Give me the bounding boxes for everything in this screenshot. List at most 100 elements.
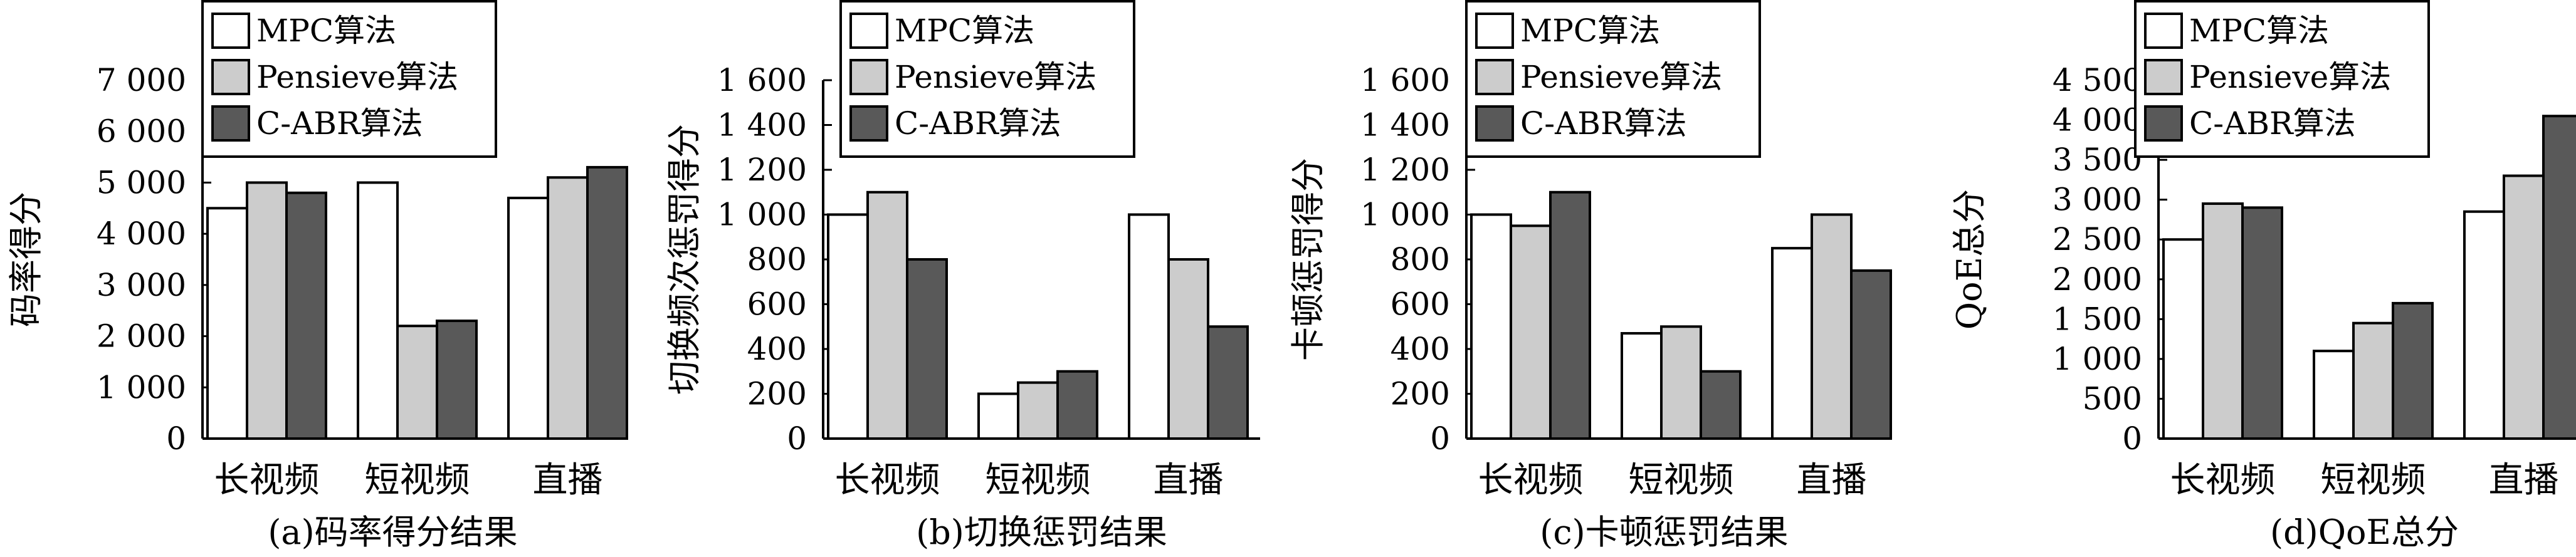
y-tick-label: 1 200 — [717, 152, 807, 188]
chart-caption: (b)切换惩罚结果 — [916, 513, 1167, 552]
bar-pensieve — [1510, 224, 1552, 440]
y-tick-label: 800 — [1391, 241, 1450, 278]
y-tick-label: 200 — [1391, 376, 1450, 412]
legend: MPC算法 Pensieve算法 C-ABR算法 — [839, 0, 1135, 158]
chart-panel-2: 0 200 400 600 800 1 000 1 200 1 400 1 600 卡顿惩罚得分长… — [1288, 0, 1892, 552]
y-tick-label: 1 600 — [717, 62, 807, 98]
legend-swatch-mpc — [2144, 13, 2183, 49]
legend-swatch-mpc — [849, 13, 888, 49]
legend-swatch-mpc — [211, 13, 250, 49]
legend-label: MPC算法 — [1520, 13, 1660, 49]
bar-mpc — [2162, 238, 2204, 440]
y-tick-label: 0 — [1430, 420, 1450, 457]
bar-pensieve — [1017, 381, 1059, 440]
y-axis-title: 卡顿惩罚得分 — [1288, 158, 1328, 361]
chart-panel-0: 0 1 000 2 000 3 000 4 000 5 000 6 000 7 000 码率得分… — [6, 0, 628, 552]
legend-label: C-ABR算法 — [256, 105, 423, 142]
x-category-label: 长视频 — [2170, 460, 2276, 501]
x-category-label: 长视频 — [1478, 460, 1584, 501]
bar-mpc — [2463, 210, 2505, 440]
legend-label: Pensieve算法 — [895, 59, 1096, 95]
x-category-label: 长视频 — [835, 460, 940, 501]
bar-cabr — [586, 165, 628, 440]
bar-mpc — [1470, 213, 1512, 440]
y-tick-label: 1 000 — [717, 197, 807, 233]
y-tick-label: 1 000 — [97, 369, 186, 405]
bar-mpc — [2313, 350, 2355, 440]
y-axis-title: 码率得分 — [6, 192, 46, 327]
bar-cabr — [1207, 325, 1249, 440]
bar-mpc — [507, 196, 549, 440]
legend-swatch-pensieve — [2144, 59, 2183, 95]
y-tick-label: 800 — [747, 241, 807, 278]
x-category-label: 短视频 — [365, 460, 470, 501]
legend-box — [201, 0, 497, 158]
legend: MPC算法 Pensieve算法 C-ABR算法 — [1465, 0, 1761, 158]
x-category-label: 直播 — [2489, 460, 2559, 501]
chart-caption: (c)卡顿惩罚结果 — [1540, 513, 1788, 552]
y-tick-label: 1 600 — [1360, 62, 1450, 98]
y-axis-title: 切换频次惩罚得分 — [665, 124, 704, 395]
legend-swatch-cabr — [2144, 105, 2183, 142]
legend-label: Pensieve算法 — [2189, 59, 2391, 95]
y-tick-label: 0 — [166, 420, 186, 457]
legend: MPC算法 Pensieve算法 C-ABR算法 — [201, 0, 497, 158]
y-tick-label: 2 000 — [97, 318, 186, 355]
y-tick-label: 7 000 — [97, 62, 186, 98]
bar-pensieve — [246, 181, 288, 440]
bar-pensieve — [2352, 321, 2394, 440]
x-category-label: 短视频 — [986, 460, 1091, 501]
x-category-label: 直播 — [1797, 460, 1867, 501]
legend-box — [2134, 0, 2430, 158]
bar-pensieve — [866, 190, 908, 440]
y-tick-label: 2 000 — [2053, 261, 2142, 298]
x-category-label: 直播 — [533, 460, 603, 501]
y-tick-label: 600 — [747, 286, 807, 323]
bar-mpc — [977, 392, 1019, 440]
bar-cabr — [2392, 301, 2434, 440]
legend-swatch-cabr — [211, 105, 250, 142]
bar-mpc — [1128, 213, 1170, 440]
legend-box — [839, 0, 1135, 158]
bar-mpc — [206, 207, 248, 440]
chart-caption: (a)码率得分结果 — [268, 513, 517, 552]
x-category-label: 长视频 — [214, 460, 320, 501]
bar-cabr — [285, 191, 327, 440]
bar-pensieve — [396, 325, 438, 440]
y-tick-label: 1 400 — [1360, 107, 1450, 143]
chart-panel-1: 0 200 400 600 800 1 000 1 200 1 400 1 600 切换频次惩罚得… — [665, 0, 1260, 552]
bar-cabr — [1700, 370, 1742, 440]
legend-swatch-pensieve — [211, 59, 250, 95]
y-tick-label: 1 400 — [717, 107, 807, 143]
legend-label: Pensieve算法 — [1520, 59, 1722, 95]
bar-cabr — [436, 320, 478, 440]
y-axis-title: QoE总分 — [1950, 189, 1989, 330]
bar-pensieve — [1811, 213, 1853, 440]
y-tick-label: 6 000 — [97, 113, 186, 150]
y-tick-label: 4 500 — [2053, 62, 2142, 98]
y-tick-label: 4 000 — [97, 216, 186, 252]
y-tick-label: 5 000 — [97, 164, 186, 200]
bar-mpc — [827, 213, 869, 440]
bar-pensieve — [547, 176, 589, 440]
legend-swatch-pensieve — [849, 59, 888, 95]
y-tick-label: 400 — [747, 331, 807, 367]
y-tick-label: 0 — [787, 420, 807, 457]
y-tick-label: 500 — [2083, 380, 2142, 417]
legend-label: C-ABR算法 — [2189, 105, 2356, 142]
bar-pensieve — [2202, 202, 2244, 440]
bar-cabr — [1549, 190, 1591, 440]
x-category-label: 短视频 — [1629, 460, 1734, 501]
bar-cabr — [906, 258, 948, 440]
legend-swatch-pensieve — [1475, 59, 1514, 95]
bar-pensieve — [2503, 174, 2545, 440]
y-tick-label: 600 — [1391, 286, 1450, 323]
legend-label: MPC算法 — [256, 13, 396, 49]
bar-cabr — [2241, 206, 2283, 440]
y-tick-label: 1 200 — [1360, 152, 1450, 188]
legend-label: Pensieve算法 — [256, 59, 458, 95]
chart-caption: (d)QoE总分 — [2270, 513, 2459, 552]
bar-mpc — [357, 181, 399, 440]
